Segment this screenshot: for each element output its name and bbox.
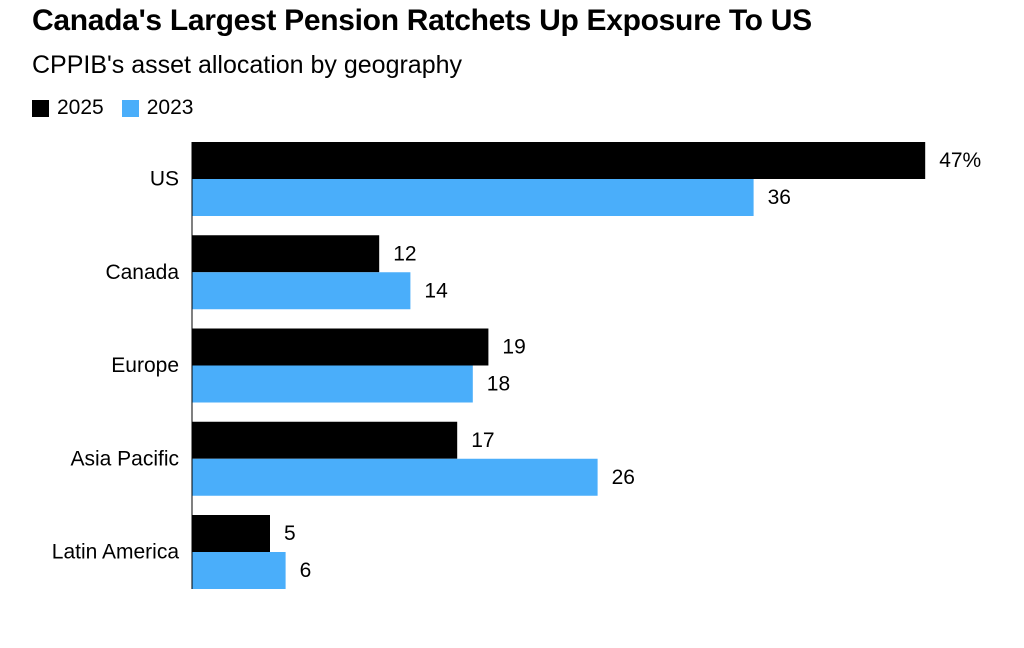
chart-subtitle: CPPIB's asset allocation by geography xyxy=(32,51,463,79)
chart-title: Canada's Largest Pension Ratchets Up Exp… xyxy=(32,4,812,37)
data-label-us-2025: 47% xyxy=(939,149,981,172)
bar-latin-america-2025 xyxy=(192,515,270,552)
data-label-us-2023: 36 xyxy=(768,186,791,209)
bar-us-2023 xyxy=(192,179,754,216)
bar-latin-america-2023 xyxy=(192,552,286,589)
category-label-latin-america: Latin America xyxy=(52,541,180,564)
data-label-europe-2023: 18 xyxy=(487,373,510,396)
category-label-canada: Canada xyxy=(105,261,179,284)
legend-swatch-2023 xyxy=(121,99,139,117)
legend: 2025 2023 xyxy=(32,94,211,122)
category-label-europe: Europe xyxy=(111,354,179,377)
legend-label-2023: 2023 xyxy=(146,96,194,119)
bar-canada-2023 xyxy=(192,272,411,310)
bar-asia-pacific-2025 xyxy=(192,421,458,459)
bar-europe-2023 xyxy=(192,365,473,403)
category-label-us: US xyxy=(150,168,179,191)
data-label-canada-2025: 12 xyxy=(393,242,416,265)
legend-item-2023: 2023 xyxy=(121,96,194,120)
legend-item-2025: 2025 xyxy=(32,96,104,120)
legend-label-2025: 2025 xyxy=(57,96,104,119)
data-label-latin-america-2023: 6 xyxy=(300,559,312,582)
bar-canada-2025 xyxy=(192,235,380,273)
category-label-asia-pacific: Asia Pacific xyxy=(70,447,179,470)
legend-swatch-2025 xyxy=(32,99,49,117)
data-label-canada-2023: 14 xyxy=(424,279,448,302)
bar-us-2025 xyxy=(192,142,926,179)
data-label-latin-america-2025: 5 xyxy=(284,522,296,545)
data-label-asia-pacific-2023: 26 xyxy=(612,466,635,489)
data-label-europe-2025: 19 xyxy=(502,336,525,359)
bar-europe-2025 xyxy=(192,328,489,366)
bar-asia-pacific-2023 xyxy=(192,458,598,496)
data-label-asia-pacific-2025: 17 xyxy=(471,429,494,452)
